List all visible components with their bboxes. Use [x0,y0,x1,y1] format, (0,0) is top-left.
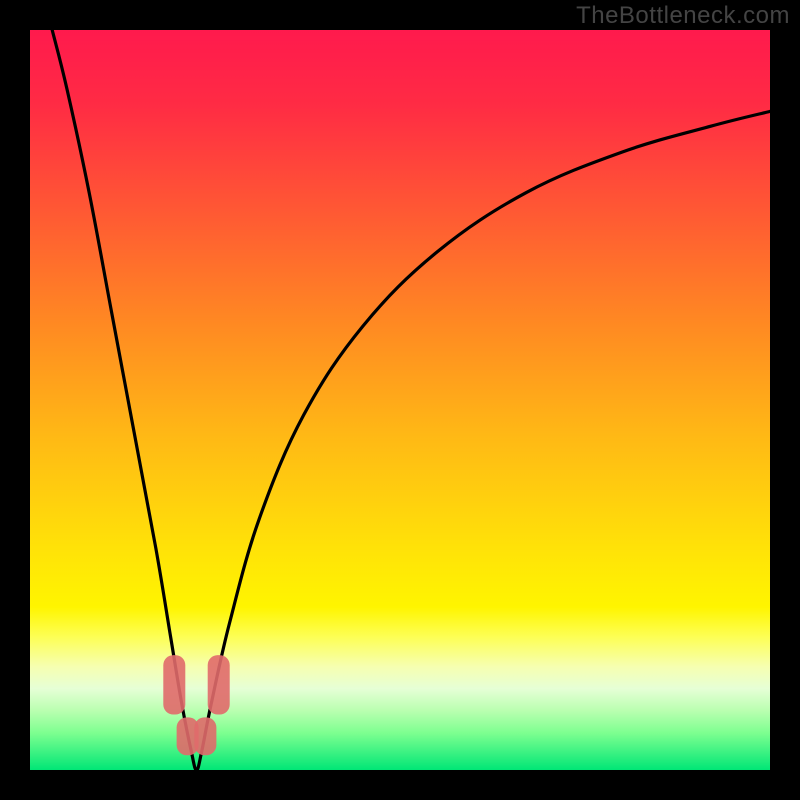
watermark-text: TheBottleneck.com [576,2,790,30]
chart-stage: TheBottleneck.com [0,0,800,800]
dip-marker-0 [163,655,185,714]
bottleneck-chart-svg [0,0,800,800]
dip-marker-3 [208,655,230,714]
dip-marker-2 [194,717,216,755]
